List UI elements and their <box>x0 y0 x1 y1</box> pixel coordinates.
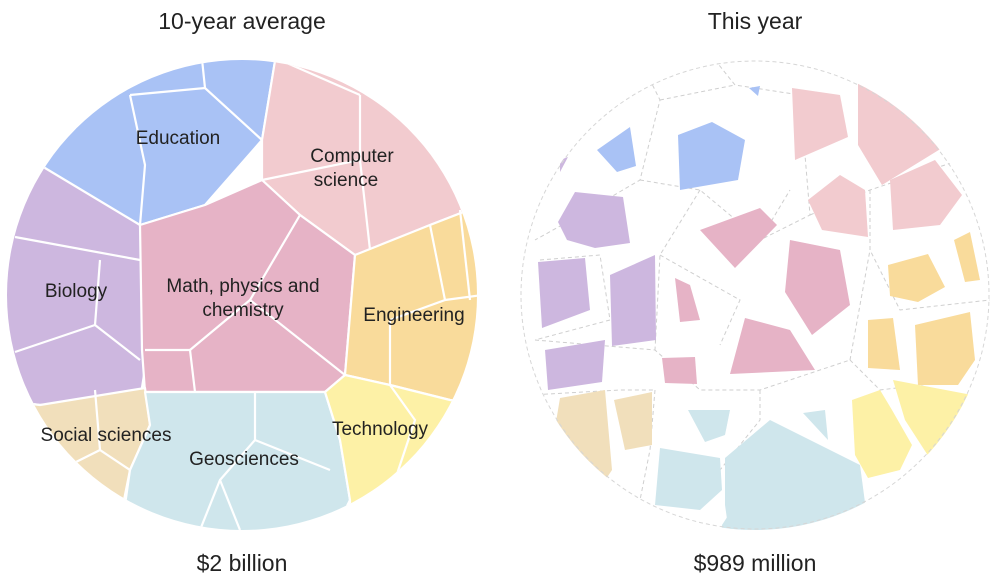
cell <box>792 88 848 160</box>
right-outline <box>520 60 990 530</box>
cell <box>560 157 568 172</box>
cell <box>675 278 700 322</box>
cell <box>893 380 972 468</box>
cell <box>614 392 652 450</box>
label-technology: Technology <box>332 419 429 440</box>
cell <box>954 232 980 282</box>
chart-title-10yr: 10-year average <box>158 8 326 34</box>
right-voronoi <box>529 60 990 530</box>
cell <box>915 312 975 385</box>
cell <box>785 240 850 335</box>
cell <box>852 390 912 478</box>
label-computer-science-1: Computer <box>310 146 394 167</box>
label-math-2: chemistry <box>202 300 284 321</box>
ghost-grid <box>529 60 990 501</box>
cell <box>808 175 868 237</box>
cell <box>545 340 605 390</box>
cell <box>888 254 945 302</box>
cell <box>558 192 630 248</box>
label-education: Education <box>136 128 221 149</box>
label-geosciences: Geosciences <box>189 449 299 470</box>
total-this-year: $989 million <box>693 550 817 576</box>
cell <box>538 258 590 328</box>
cell <box>655 448 722 510</box>
cell <box>868 318 900 370</box>
cell <box>803 410 828 440</box>
label-social-sciences: Social sciences <box>41 425 172 446</box>
cell <box>700 208 777 268</box>
cell <box>323 373 477 530</box>
left-labels: Education Computer science Biology Math,… <box>41 128 465 470</box>
cell <box>662 357 697 384</box>
cell <box>688 410 730 442</box>
label-engineering: Engineering <box>363 305 464 326</box>
label-biology: Biology <box>45 281 108 302</box>
cell <box>597 127 636 172</box>
cell <box>610 255 656 346</box>
label-math-1: Math, physics and <box>166 276 319 297</box>
cell <box>725 420 870 530</box>
cell <box>678 122 745 190</box>
cells-technology <box>323 373 477 530</box>
chart-title-this-year: This year <box>707 8 803 34</box>
cell <box>720 505 745 530</box>
cell <box>749 86 760 96</box>
cell <box>890 160 962 230</box>
cell <box>858 77 955 185</box>
total-10yr: $2 billion <box>196 550 288 576</box>
cell <box>730 318 815 374</box>
label-computer-science-2: science <box>314 170 378 191</box>
